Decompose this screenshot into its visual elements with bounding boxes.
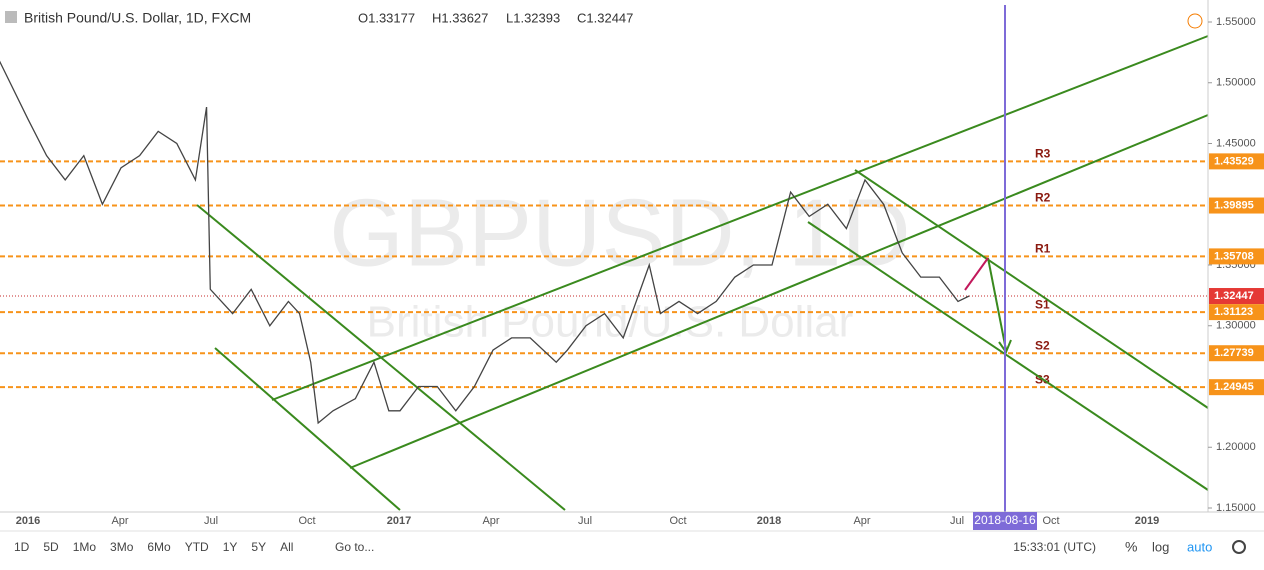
time-label: Jul <box>578 515 592 527</box>
trendline <box>349 114 1209 469</box>
auto-button[interactable]: auto <box>1187 539 1212 554</box>
price-tick-label: 1.15000 <box>1216 502 1256 514</box>
level-tag-label: 1.35708 <box>1214 250 1254 262</box>
level-tag-label: 1.31123 <box>1214 306 1253 318</box>
level-tag-label: 1.27739 <box>1214 347 1254 359</box>
time-label: Apr <box>482 515 499 527</box>
log-button[interactable]: log <box>1152 539 1169 554</box>
level-tag-label: 1.39895 <box>1214 199 1254 211</box>
last-price-label: 1.32447 <box>1214 290 1254 302</box>
watermark-sub: British Pound/U.S. Dollar <box>367 298 854 347</box>
trendline <box>807 221 1209 491</box>
time-label: Oct <box>298 515 315 527</box>
range-button[interactable]: 5Y <box>251 540 266 554</box>
trendline <box>854 169 1209 409</box>
time-label: Jul <box>204 515 218 527</box>
price-tick-label: 1.45000 <box>1216 137 1256 149</box>
level-tag <box>1209 304 1264 321</box>
price-tick-label: 1.55000 <box>1216 16 1256 28</box>
last-price-tag <box>1209 288 1264 305</box>
level-tag <box>1209 248 1264 265</box>
level-name: R3 <box>1035 147 1051 161</box>
symbol-title: British Pound/U.S. Dollar, 1D, FXCM <box>24 10 251 26</box>
range-button[interactable]: 5D <box>43 540 59 554</box>
level-name: S2 <box>1035 338 1050 352</box>
watermark: GBPUSD, 1D <box>329 179 910 286</box>
range-button[interactable]: 1Mo <box>73 540 97 554</box>
level-tag <box>1209 153 1264 170</box>
time-label: Apr <box>111 515 128 527</box>
time-label: 2019 <box>1135 515 1159 527</box>
price-line <box>0 60 970 425</box>
trendline <box>271 35 1209 401</box>
clock: 15:33:01 (UTC) <box>1013 540 1096 554</box>
level-name: R1 <box>1035 242 1051 256</box>
time-label: Jul <box>950 515 964 527</box>
range-button[interactable]: 3Mo <box>110 540 134 554</box>
range-button[interactable]: 6Mo <box>147 540 171 554</box>
arrow <box>987 257 1007 351</box>
trendline <box>196 204 566 511</box>
price-tick-label: 1.50000 <box>1216 77 1256 89</box>
level-tag-label: 1.43529 <box>1214 155 1254 167</box>
goto-button[interactable]: Go to... <box>335 540 374 554</box>
time-label: 2016 <box>16 515 40 527</box>
time-label: 2017 <box>387 515 411 527</box>
level-tag <box>1209 197 1264 214</box>
arrow-up <box>964 257 989 291</box>
percent-button[interactable]: % <box>1125 539 1137 555</box>
time-label: Apr <box>853 515 870 527</box>
range-button[interactable]: All <box>280 540 293 554</box>
level-tag <box>1209 345 1264 362</box>
date-marker-label: 2018-08-16 <box>974 513 1036 527</box>
level-name: R2 <box>1035 191 1051 205</box>
range-button[interactable]: 1Y <box>223 540 238 554</box>
level-name: S1 <box>1035 297 1050 311</box>
ohlc-low: L1.32393 <box>506 10 560 25</box>
collapse-icon[interactable] <box>5 11 17 23</box>
time-label: Oct <box>1042 515 1059 527</box>
ohlc-close: C1.32447 <box>577 10 633 25</box>
time-label: Oct <box>669 515 686 527</box>
level-tag-label: 1.24945 <box>1214 381 1254 393</box>
range-button[interactable]: YTD <box>185 540 209 554</box>
range-button[interactable]: 1D <box>14 540 30 554</box>
time-label: 2018 <box>757 515 781 527</box>
date-marker-bg <box>973 512 1037 530</box>
trendlines <box>196 35 1209 511</box>
price-tick-label: 1.20000 <box>1216 441 1256 453</box>
trendline <box>214 347 401 511</box>
price-tick-label: 1.30000 <box>1216 320 1256 332</box>
settings-button[interactable] <box>1232 540 1246 554</box>
ohlc-open: O1.33177 <box>358 10 415 25</box>
ohlc-high: H1.33627 <box>432 10 488 25</box>
alert-icon[interactable] <box>1187 13 1203 29</box>
level-tag <box>1209 379 1264 396</box>
